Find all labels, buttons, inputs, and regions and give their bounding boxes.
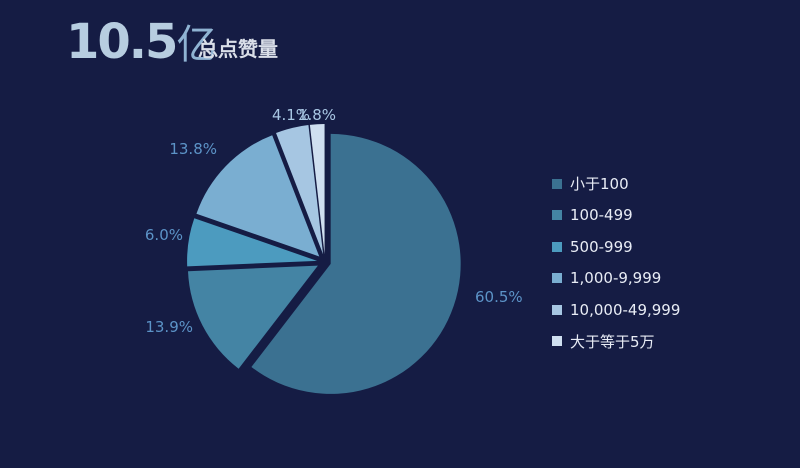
legend-item: 10,000-49,999 bbox=[552, 294, 680, 326]
legend-label: 100-499 bbox=[570, 206, 633, 225]
legend-label: 10,000-49,999 bbox=[570, 300, 681, 319]
slice-value-label: 13.8% bbox=[169, 140, 217, 158]
legend-item: 大于等于5万 bbox=[552, 326, 680, 358]
legend-label: 500-999 bbox=[570, 237, 633, 256]
legend-item: 1,000-9,999 bbox=[552, 263, 680, 295]
pie-slice bbox=[196, 135, 320, 257]
pie-slice bbox=[251, 133, 461, 394]
legend-swatch bbox=[552, 241, 562, 252]
total-value: 10.5亿 bbox=[66, 12, 216, 75]
pie-slice bbox=[276, 125, 324, 255]
total-value-unit: 亿 bbox=[176, 22, 216, 68]
legend-swatch bbox=[552, 336, 562, 347]
chart-title: 总点赞量 bbox=[198, 37, 278, 61]
total-value-number: 10.5 bbox=[66, 14, 178, 70]
legend-swatch bbox=[552, 178, 562, 189]
legend-item: 100-499 bbox=[552, 200, 680, 232]
legend-swatch bbox=[552, 273, 562, 284]
legend-swatch bbox=[552, 304, 562, 315]
slice-value-label: 4.1% bbox=[272, 106, 310, 124]
pie-slice bbox=[188, 265, 318, 369]
legend-label: 小于100 bbox=[570, 175, 629, 194]
pie-slice bbox=[187, 218, 318, 267]
legend: 小于100 100-499 500-999 1,000-9,999 10,000-49,… bbox=[552, 168, 680, 357]
legend-item: 小于100 bbox=[552, 168, 680, 200]
legend-label: 1,000-9,999 bbox=[570, 269, 662, 288]
legend-swatch bbox=[552, 210, 562, 221]
slice-value-label: 13.9% bbox=[145, 318, 193, 336]
slice-value-label: 60.5% bbox=[475, 288, 523, 306]
pie-slice bbox=[309, 124, 325, 255]
legend-item: 500-999 bbox=[552, 231, 680, 263]
slice-value-label: 6.0% bbox=[145, 226, 183, 244]
slice-value-label: 1.8% bbox=[298, 106, 336, 124]
legend-label: 大于等于5万 bbox=[570, 332, 655, 351]
